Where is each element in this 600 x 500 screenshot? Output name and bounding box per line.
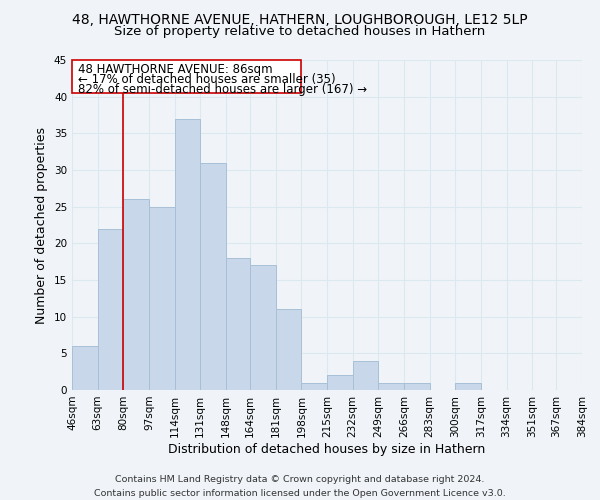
- Text: 82% of semi-detached houses are larger (167) →: 82% of semi-detached houses are larger (…: [78, 83, 367, 96]
- Text: 48, HAWTHORNE AVENUE, HATHERN, LOUGHBOROUGH, LE12 5LP: 48, HAWTHORNE AVENUE, HATHERN, LOUGHBORO…: [72, 12, 528, 26]
- Text: 48 HAWTHORNE AVENUE: 86sqm: 48 HAWTHORNE AVENUE: 86sqm: [78, 63, 272, 76]
- Bar: [98, 228, 124, 390]
- Bar: [379, 382, 404, 390]
- X-axis label: Distribution of detached houses by size in Hathern: Distribution of detached houses by size …: [169, 442, 485, 456]
- Text: Contains HM Land Registry data © Crown copyright and database right 2024.
Contai: Contains HM Land Registry data © Crown c…: [94, 476, 506, 498]
- Bar: [301, 382, 327, 390]
- Y-axis label: Number of detached properties: Number of detached properties: [35, 126, 49, 324]
- Bar: [200, 162, 226, 390]
- FancyBboxPatch shape: [72, 60, 301, 93]
- Bar: [404, 382, 430, 390]
- Bar: [275, 310, 301, 390]
- Text: Size of property relative to detached houses in Hathern: Size of property relative to detached ho…: [115, 25, 485, 38]
- Bar: [226, 258, 250, 390]
- Bar: [250, 266, 275, 390]
- Bar: [455, 382, 481, 390]
- Bar: [72, 346, 98, 390]
- Bar: [149, 206, 175, 390]
- Bar: [327, 376, 353, 390]
- Bar: [124, 200, 149, 390]
- Bar: [175, 118, 200, 390]
- Text: ← 17% of detached houses are smaller (35): ← 17% of detached houses are smaller (35…: [78, 73, 335, 86]
- Bar: [353, 360, 379, 390]
